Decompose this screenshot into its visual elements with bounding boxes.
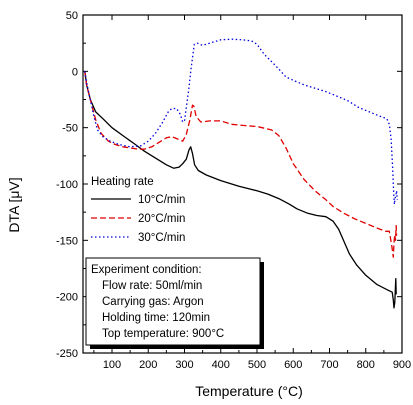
condition-flow-rate: Flow rate: 50ml/min [102, 280, 202, 292]
axes-layer: -250 -200 -150 -100 -50 0 50 100 200 300 400 500 600… [56, 10, 411, 371]
condition-carrying-gas: Carrying gas: Argon [102, 296, 204, 308]
legend: Heating rate 10°C/min 20°C/min 30°C/min [91, 176, 185, 244]
y-tick-label: 50 [66, 10, 78, 22]
y-axis-label: DTA [μV] [6, 177, 22, 232]
series-line-10c-per-min [84, 71, 397, 309]
x-tick-label: 900 [393, 359, 411, 371]
condition-title: Experiment condition: [91, 264, 202, 276]
x-tick-label: 500 [248, 359, 266, 371]
y-tick-label: -100 [56, 179, 78, 191]
y-tick-label: -150 [56, 235, 78, 247]
condition-top-temperature: Top temperature: 900°C [102, 328, 224, 340]
x-tick-label: 400 [212, 359, 230, 371]
y-tick-label: -200 [56, 292, 78, 304]
x-tick-label: 600 [284, 359, 302, 371]
y-tick-label: -50 [62, 123, 78, 135]
series-layer [84, 38, 398, 309]
condition-box-frame [85, 257, 261, 346]
x-axis-label: Temperature (°C) [195, 383, 303, 399]
x-tick-label: 300 [175, 359, 193, 371]
legend-entry-10: 10°C/min [138, 194, 185, 206]
x-tick-label: 800 [357, 359, 375, 371]
x-tick-label: 200 [139, 359, 157, 371]
condition-holding-time: Holding time: 120min [102, 312, 210, 324]
y-tick-label: -250 [56, 348, 78, 360]
legend-entry-30: 30°C/min [138, 232, 185, 244]
experiment-condition-box: Experiment condition: Flow rate: 50ml/mi… [85, 257, 264, 349]
y-tick-label: 0 [72, 66, 78, 78]
x-tick-label: 100 [103, 359, 121, 371]
legend-entry-20: 20°C/min [138, 213, 185, 225]
series-line-30c-per-min [84, 38, 398, 205]
x-tick-label: 700 [320, 359, 338, 371]
series-line-20c-per-min [84, 71, 398, 258]
legend-title: Heating rate [91, 176, 154, 188]
